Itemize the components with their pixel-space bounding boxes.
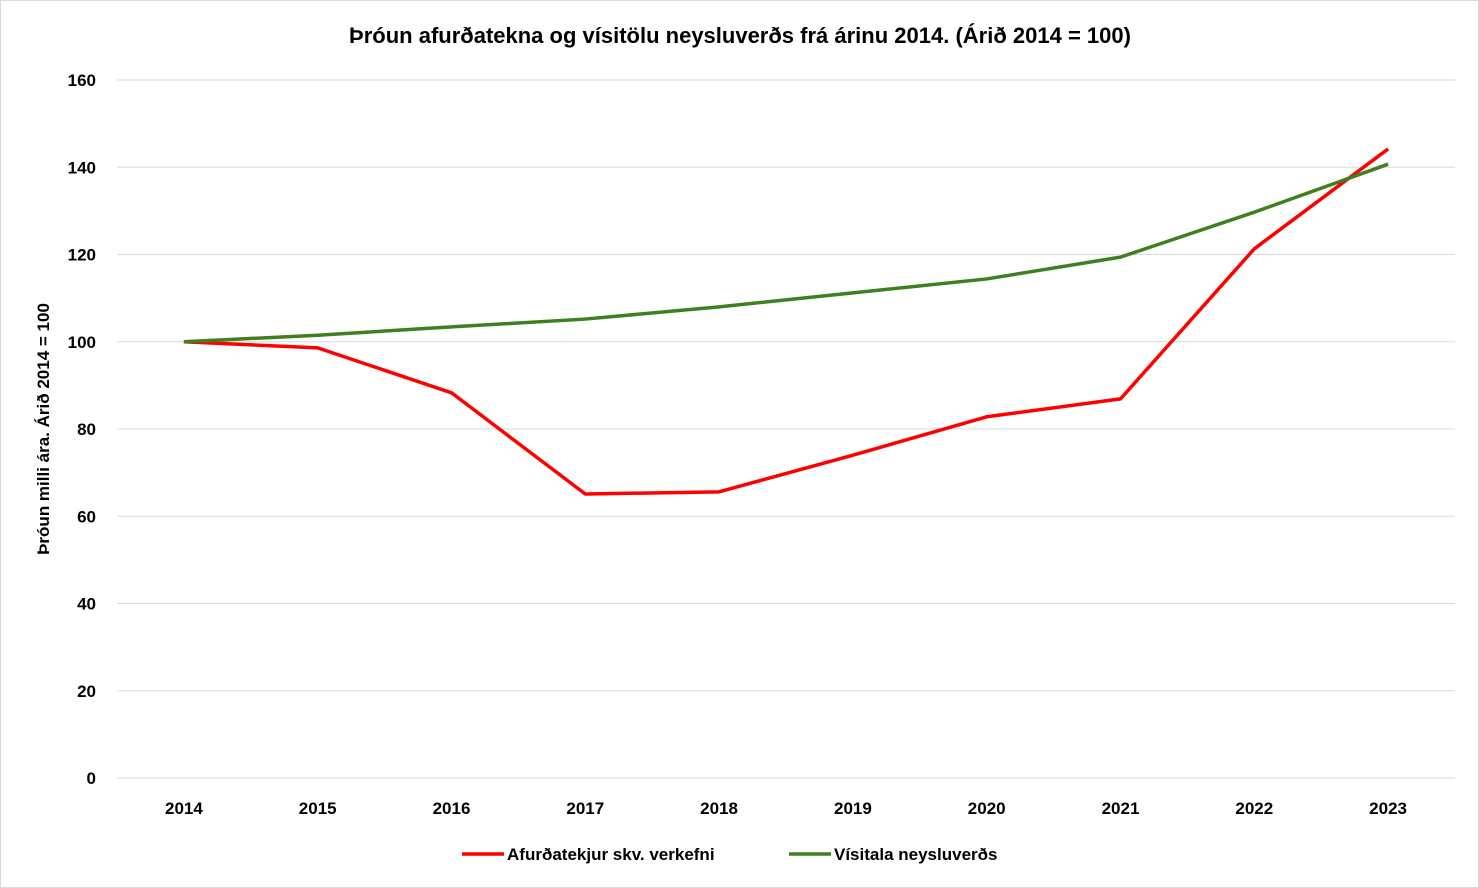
x-tick-label: 2015	[299, 799, 337, 818]
x-tick-label: 2016	[433, 799, 471, 818]
x-tick-label: 2014	[165, 799, 203, 818]
legend-label: Afurðatekjur skv. verkefni	[507, 845, 715, 864]
x-tick-label: 2019	[834, 799, 872, 818]
x-tick-label: 2018	[700, 799, 738, 818]
y-axis-label: Þróun milli ára. Árið 2014 = 100	[34, 303, 53, 555]
x-tick-label: 2021	[1102, 799, 1140, 818]
y-tick-label: 40	[77, 595, 96, 614]
y-tick-label: 20	[77, 682, 96, 701]
y-tick-label: 80	[77, 420, 96, 439]
legend-label: Vísitala neysluverðs	[834, 845, 997, 864]
y-tick-label: 100	[68, 333, 96, 352]
y-tick-label: 60	[77, 507, 96, 526]
y-tick-label: 140	[68, 158, 96, 177]
chart-title: Þróun afurðatekna og vísitölu neysluverð…	[349, 23, 1131, 48]
series-line-afurdatekjur	[183, 147, 1390, 496]
y-tick-label: 0	[87, 769, 96, 788]
x-tick-label: 2017	[566, 799, 604, 818]
x-tick-label: 2022	[1235, 799, 1273, 818]
x-tick-label: 2023	[1369, 799, 1407, 818]
series-line-visitala	[183, 162, 1389, 344]
y-tick-label: 160	[68, 71, 96, 90]
x-tick-label: 2020	[968, 799, 1006, 818]
y-tick-label: 120	[68, 246, 96, 265]
